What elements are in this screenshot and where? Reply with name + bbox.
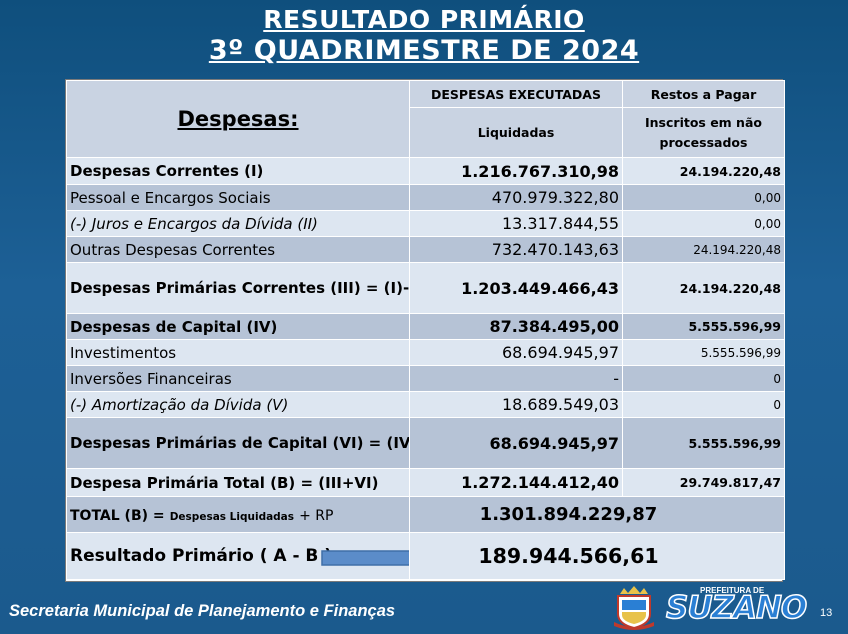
table-row: Despesas Primárias de Capital (VI) = (IV…	[66, 417, 785, 469]
table-row: Despesas Primárias Correntes (III) = (I)…	[66, 262, 785, 314]
expenses-table: Despesas: DESPESAS EXECUTADAS Restos a P…	[66, 80, 785, 580]
row-label: Despesas Correntes (I)	[66, 157, 410, 185]
column-subheader-inscritos: Inscritos em não processados	[622, 107, 785, 158]
row-liquidadas: 732.470.143,63	[409, 236, 623, 263]
row-label: Pessoal e Encargos Sociais	[66, 184, 410, 211]
logo-name: SUZANO	[665, 589, 808, 627]
row-liquidadas: 13.317.844,55	[409, 210, 623, 237]
table-row: Investimentos 68.694.945,97 5.555.596,99	[66, 339, 785, 366]
row-restos: 5.555.596,99	[622, 417, 785, 469]
row-label: Investimentos	[66, 339, 410, 366]
table-row: Inversões Financeiras - 0	[66, 365, 785, 392]
result-value: 189.944.566,61	[409, 532, 785, 580]
table-row: Despesas Correntes (I) 1.216.767.310,98 …	[66, 157, 785, 185]
row-liquidadas: 1.272.144.412,40	[409, 468, 623, 497]
slide-title: RESULTADO PRIMÁRIO 3º QUADRIMESTRE DE 20…	[0, 4, 848, 67]
row-label: Inversões Financeiras	[66, 365, 410, 392]
row-liquidadas: 87.384.495,00	[409, 313, 623, 340]
department-name: Secretaria Municipal de Planejamento e F…	[9, 602, 396, 620]
coat-of-arms-icon	[614, 586, 654, 630]
row-restos: 0,00	[622, 184, 785, 211]
total-row: TOTAL (B) = Despesas Liquidadas + RP 1.3…	[66, 496, 785, 533]
expenses-table-sheet: Despesas: DESPESAS EXECUTADAS Restos a P…	[65, 79, 785, 582]
row-restos: 24.194.220,48	[622, 262, 785, 314]
row-liquidadas: 1.216.767.310,98	[409, 157, 623, 185]
row-label: Despesas de Capital (IV)	[66, 313, 410, 340]
row-label: Despesas Primárias Correntes (III) = (I)…	[66, 262, 410, 314]
result-label: Resultado Primário ( A - B )	[70, 546, 333, 566]
row-restos: 24.194.220,48	[622, 157, 785, 185]
title-line-1: RESULTADO PRIMÁRIO	[263, 5, 585, 34]
total-label-main: TOTAL (B) =	[70, 508, 165, 524]
column-header-restos: Restos a Pagar	[622, 80, 785, 108]
row-label: (-) Amortização da Dívida (V)	[66, 391, 410, 418]
result-label-cell: Resultado Primário ( A - B )	[66, 532, 410, 580]
row-liquidadas: 1.203.449.466,43	[409, 262, 623, 314]
table-row: Outras Despesas Correntes 732.470.143,63…	[66, 236, 785, 263]
row-restos: 5.555.596,99	[622, 339, 785, 366]
table-header-label: Despesas:	[66, 80, 410, 158]
row-liquidadas: 68.694.945,97	[409, 417, 623, 469]
row-restos: 24.194.220,48	[622, 236, 785, 263]
row-label: Outras Despesas Correntes	[66, 236, 410, 263]
title-line-2: 3º QUADRIMESTRE DE 2024	[208, 35, 640, 66]
column-header-executadas: DESPESAS EXECUTADAS	[409, 80, 623, 108]
row-restos: 0	[622, 365, 785, 392]
table-row: (-) Juros e Encargos da Dívida (II) 13.3…	[66, 210, 785, 237]
arrow-right-icon	[321, 550, 409, 566]
total-label-small: Despesas Liquidadas	[169, 511, 295, 523]
row-liquidadas: 18.689.549,03	[409, 391, 623, 418]
page-number: 13	[820, 607, 833, 619]
row-liquidadas: -	[409, 365, 623, 392]
table-row: (-) Amortização da Dívida (V) 18.689.549…	[66, 391, 785, 418]
row-restos: 5.555.596,99	[622, 313, 785, 340]
suzano-logo: PREFEITURA DE SUZANO	[612, 584, 808, 630]
row-liquidadas: 470.979.322,80	[409, 184, 623, 211]
total-label-tail: + RP	[299, 508, 334, 524]
table-row: Pessoal e Encargos Sociais 470.979.322,8…	[66, 184, 785, 211]
logo-caption: PREFEITURA DE	[700, 586, 765, 595]
total-value: 1.301.894.229,87	[409, 496, 785, 533]
despesas-heading: Despesas:	[177, 107, 299, 131]
total-label: TOTAL (B) = Despesas Liquidadas + RP	[66, 496, 410, 533]
row-label: Despesa Primária Total (B) = (III+VI)	[66, 468, 410, 497]
table-row: Despesas de Capital (IV) 87.384.495,00 5…	[66, 313, 785, 340]
row-label: (-) Juros e Encargos da Dívida (II)	[66, 210, 410, 237]
row-label: Despesas Primárias de Capital (VI) = (IV…	[66, 417, 410, 469]
row-liquidadas: 68.694.945,97	[409, 339, 623, 366]
table-row: Despesa Primária Total (B) = (III+VI) 1.…	[66, 468, 785, 497]
column-subheader-liquidadas: Liquidadas	[409, 107, 623, 158]
result-row: Resultado Primário ( A - B ) 189.944.566…	[66, 532, 785, 580]
row-restos: 0,00	[622, 210, 785, 237]
row-restos: 29.749.817,47	[622, 468, 785, 497]
row-restos: 0	[622, 391, 785, 418]
